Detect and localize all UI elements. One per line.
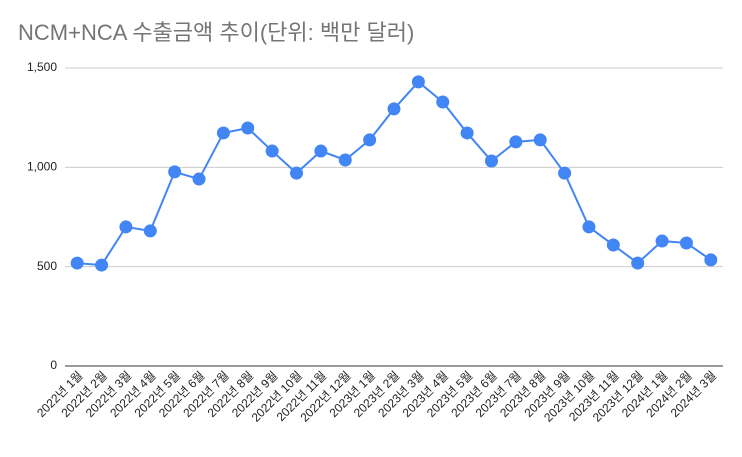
point <box>704 253 718 267</box>
point <box>509 135 523 149</box>
point <box>290 166 304 180</box>
point <box>655 234 669 248</box>
point <box>533 133 547 147</box>
chart-title: NCM+NCA 수출금액 추이(단위: 백만 달러) <box>18 20 414 45</box>
point <box>95 258 109 272</box>
point <box>679 236 693 250</box>
y-tick-label: 500 <box>37 259 57 273</box>
point <box>460 126 474 140</box>
point <box>387 102 401 116</box>
point <box>631 256 645 270</box>
y-tick-label: 0 <box>50 358 57 372</box>
point <box>192 172 206 186</box>
point <box>241 121 255 135</box>
point <box>338 153 352 167</box>
point <box>582 220 596 234</box>
point <box>363 133 377 147</box>
point <box>436 95 450 109</box>
point <box>606 238 620 252</box>
y-tick-label: 1,500 <box>27 60 57 74</box>
y-tick-label: 1,000 <box>27 160 57 174</box>
point <box>168 165 182 179</box>
point <box>558 166 572 180</box>
point <box>265 144 279 158</box>
point <box>484 154 498 168</box>
point <box>70 256 84 270</box>
point <box>411 75 425 89</box>
point <box>314 144 328 158</box>
point <box>143 224 157 238</box>
point <box>216 126 230 140</box>
point <box>119 220 133 234</box>
